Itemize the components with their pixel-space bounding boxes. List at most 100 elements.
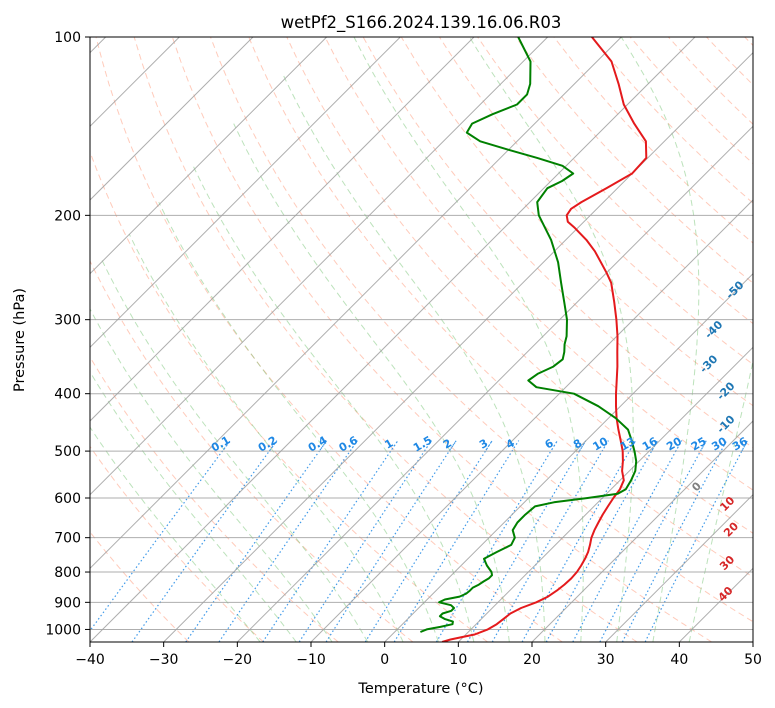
y-tick-label: 400: [54, 387, 81, 403]
moist-adiabat-line: [281, 72, 546, 642]
moist-adiabat-line: [233, 123, 510, 642]
mixing-ratio-line: [466, 440, 587, 642]
mixing-ratio-line: [364, 440, 493, 642]
y-tick-label: 800: [54, 565, 81, 581]
dry-adiabat-line: [591, 37, 753, 204]
isotherm-label: 40: [716, 584, 736, 604]
isotherm-label: -90: [770, 70, 775, 93]
moist-adiabat-line: [192, 165, 475, 642]
dry-adiabat-line: [744, 37, 753, 47]
x-tick-label: −20: [223, 652, 253, 668]
y-axis-title: Pressure (hPa): [12, 288, 28, 392]
y-tick-label: 200: [54, 208, 81, 224]
dry-adiabat-line: [90, 445, 264, 642]
moist-adiabat-line: [688, 358, 753, 642]
mixing-ratio-line: [325, 440, 457, 642]
chart-title: wetPf2_S166.2024.139.16.06.R03: [281, 13, 562, 33]
isotherm-label: -10: [714, 412, 737, 435]
dry-adiabat-line: [248, 37, 753, 578]
isotherm-line: [90, 37, 549, 496]
moist-adiabat-line: [90, 308, 333, 642]
plot-frame: [89, 36, 754, 643]
moist-adiabat-line: [90, 370, 297, 642]
moist-adiabat-line: [469, 37, 634, 642]
dry-adiabat-line: [515, 37, 753, 284]
mixing-ratio-line: [262, 440, 399, 642]
mixing-ratio-line: [131, 440, 278, 642]
dry-adiabat-line: [90, 531, 190, 642]
dry-adiabat-line: [171, 37, 712, 642]
moist-adiabat-line: [128, 233, 404, 642]
mixing-ratio-line: [521, 440, 637, 642]
mixing-ratio-label: 2: [441, 437, 454, 452]
mixing-ratio-line: [218, 440, 358, 642]
y-tick-label: 500: [54, 444, 81, 460]
isotherm-line: [310, 199, 753, 642]
isotherm-line: [236, 125, 753, 642]
isotherm-line: [678, 567, 753, 642]
y-tick-label: 300: [54, 313, 81, 329]
x-axis: −40 −30 −20 −10 0 10 20 30 40 50: [75, 642, 762, 668]
background-lines: [90, 37, 753, 642]
isotherm-label: 20: [721, 519, 741, 539]
mixing-ratio-line: [599, 440, 707, 642]
x-tick-label: 0: [380, 652, 389, 668]
dry-adiabat-line: [90, 150, 488, 642]
moist-adiabat-line: [90, 426, 261, 642]
x-tick-label: 10: [449, 652, 467, 668]
isotherm-line: [90, 37, 401, 349]
y-axis: 100 200 300 400 500 600 700 800 900 1000: [45, 30, 90, 638]
isotherm-label: -50: [723, 278, 746, 301]
moist-adiabat-line: [620, 37, 700, 642]
x-tick-label: 40: [670, 652, 688, 668]
mixing-ratio-line: [644, 440, 748, 642]
dewpoint-line: [420, 37, 638, 633]
isotherm-line: [90, 37, 475, 422]
mixing-ratio-line: [545, 440, 659, 642]
moist-adiabat-line: [353, 37, 584, 642]
mixing-ratio-label: 3: [477, 437, 490, 452]
mixing-ratio-line: [393, 440, 520, 642]
isotherm-line: [90, 37, 696, 642]
isotherm-line: [457, 346, 753, 642]
y-tick-label: 1000: [45, 622, 81, 638]
y-tick-label: 100: [54, 30, 81, 46]
y-tick-label: 700: [54, 531, 81, 547]
dry-adiabat-line: [90, 259, 414, 642]
mixing-ratio-labels: 0.1 0.2 0.4 0.6 1 1.5 2 3 4 6 8 10 13 16 20 25 30 36: [209, 433, 750, 454]
isotherm-label: -60: [767, 216, 775, 239]
mixing-ratio-line: [90, 440, 231, 632]
mixing-ratio-line: [185, 440, 328, 642]
series-layer: [420, 37, 648, 642]
dry-adiabat-line: [90, 356, 339, 642]
temperature-line: [441, 37, 648, 642]
dry-adiabat-line: [286, 37, 753, 534]
mixing-ratio-line: [572, 440, 683, 642]
isotherm-line: [384, 272, 753, 642]
isotherm-line: [605, 493, 753, 642]
dry-adiabat-line: [553, 37, 753, 244]
isotherm-label: -100: [763, 37, 775, 66]
isotherm-line: [90, 37, 254, 201]
isotherm-line: [90, 37, 328, 275]
isotherm-label: 0: [689, 479, 704, 494]
mixing-ratio-line: [621, 440, 728, 642]
dry-adiabat-line: [133, 37, 638, 642]
x-tick-label: 30: [597, 652, 615, 668]
x-tick-label: −40: [75, 652, 105, 668]
mixing-ratio-label: 4: [504, 436, 517, 451]
isotherm-line: [90, 37, 622, 570]
isotherm-line: [163, 51, 753, 642]
x-tick-label: 20: [523, 652, 541, 668]
mixing-ratio-label: 6: [543, 436, 556, 451]
isotherm-line: [531, 420, 753, 642]
x-axis-title: Temperature (°C): [357, 681, 483, 697]
y-tick-label: 600: [54, 491, 81, 507]
x-tick-label: 50: [744, 652, 762, 668]
isotherm-label: -30: [697, 352, 720, 375]
dry-adiabat-line: [95, 37, 563, 642]
dry-adiabat-line: [324, 37, 753, 491]
y-tick-label: 900: [54, 595, 81, 611]
